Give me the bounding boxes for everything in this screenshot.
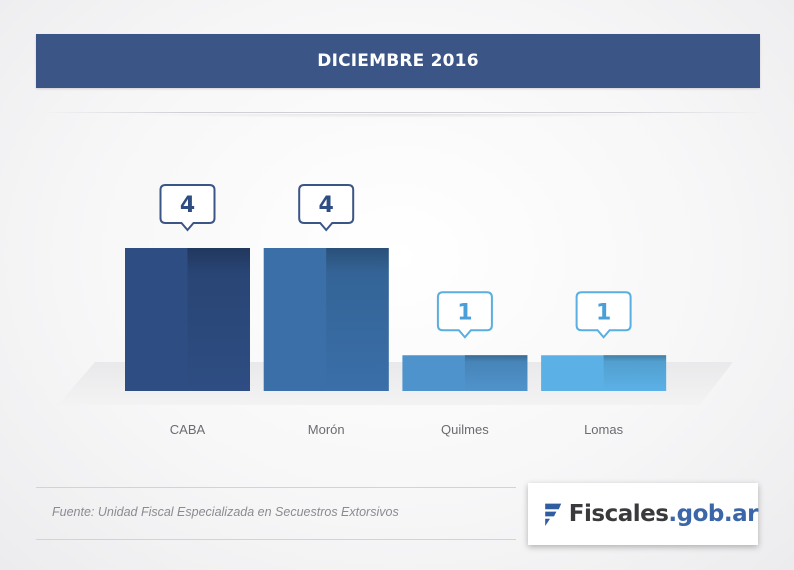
- bar-shade-quilmes: [464, 355, 528, 391]
- source-note: Fuente: Unidad Fiscal Especializada en S…: [52, 505, 399, 519]
- bars-layer: 4 CABA 4 Morón 1 Quilmes 1 Lomas: [125, 184, 667, 437]
- footer-divider-top: [36, 487, 516, 488]
- footer-divider-bottom: [36, 539, 516, 540]
- chart-title: DICIEMBRE 2016: [317, 51, 479, 71]
- category-label-caba: CABA: [170, 422, 206, 437]
- category-label-lomas: Lomas: [584, 422, 624, 437]
- value-label-quilmes: 1: [457, 300, 472, 325]
- value-label-lomas: 1: [596, 300, 611, 325]
- title-banner: DICIEMBRE 2016: [36, 34, 760, 88]
- category-label-quilmes: Quilmes: [441, 422, 489, 437]
- fiscales-logo: Fiscales.gob.ar: [528, 483, 758, 545]
- bar-shade-moron: [326, 248, 389, 391]
- bar-chart: 4 CABA 4 Morón 1 Quilmes 1 Lomas: [58, 184, 733, 437]
- logo-wordmark: Fiscales.gob.ar: [568, 501, 759, 527]
- value-label-moron: 4: [319, 193, 334, 218]
- value-callout-moron: [298, 184, 355, 232]
- value-callout-quilmes: [436, 291, 493, 339]
- logo-wordmark-domain: .gob.ar: [668, 501, 758, 527]
- value-callout-caba: [159, 184, 216, 232]
- fiscales-flag-icon: [545, 503, 562, 526]
- bar-shade-lomas: [603, 355, 667, 391]
- logo-wordmark-main: Fiscales: [568, 501, 669, 527]
- title-divider: [40, 112, 764, 113]
- value-callout-lomas: [575, 291, 632, 339]
- category-label-moron: Morón: [308, 422, 345, 437]
- value-label-caba: 4: [180, 193, 195, 218]
- title-divider-shadow: [120, 114, 680, 118]
- bar-shade-caba: [187, 248, 250, 391]
